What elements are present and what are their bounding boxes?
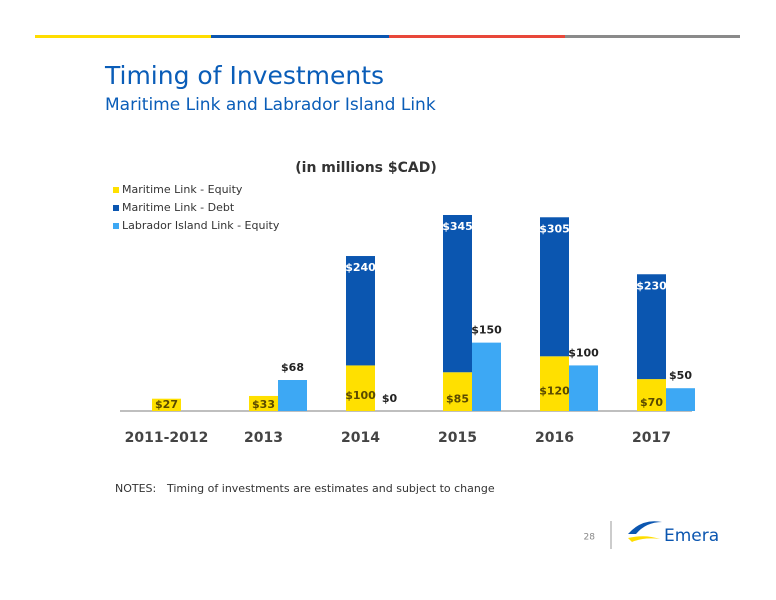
value-label: $33 (252, 398, 275, 411)
value-label: $0 (382, 392, 398, 405)
legend-label: Labrador Island Link - Equity (122, 219, 280, 232)
bar (443, 215, 472, 373)
top-rule (35, 35, 740, 38)
page-number: 28 (584, 533, 596, 543)
bar (443, 372, 472, 411)
notes-text: Timing of investments are estimates and … (166, 482, 495, 495)
legend-swatch (113, 205, 119, 211)
x-tick-label: 2013 (244, 430, 283, 446)
value-label: $68 (281, 361, 304, 374)
bar (346, 365, 375, 411)
x-tick-label: 2011-2012 (125, 430, 209, 446)
chart-title: (in millions $CAD) (295, 160, 436, 176)
rule-yellow (35, 35, 211, 38)
bar (540, 356, 569, 411)
value-label: $120 (539, 385, 570, 398)
bar (540, 217, 569, 357)
value-label: $305 (539, 222, 570, 235)
slide-title: Timing of Investments (104, 61, 384, 90)
legend-label: Maritime Link - Debt (122, 201, 235, 214)
rule-blue (211, 35, 389, 38)
value-label: $50 (669, 369, 692, 382)
logo-swoosh-blue (628, 521, 662, 534)
x-tick-label: 2016 (535, 430, 574, 446)
x-tick-label: 2015 (438, 430, 477, 446)
value-label: $240 (345, 261, 376, 274)
x-tick-label: 2014 (341, 430, 380, 446)
x-tick-label: 2017 (632, 430, 671, 446)
value-label: $150 (471, 324, 502, 337)
notes-label: NOTES: (115, 482, 156, 495)
bar (249, 395, 278, 411)
value-label: $85 (446, 393, 469, 406)
value-label: $27 (155, 398, 178, 411)
slide-subtitle: Maritime Link and Labrador Island Link (105, 95, 436, 115)
value-label: $100 (568, 346, 599, 359)
bar (472, 342, 501, 411)
bar (666, 388, 695, 411)
bar (637, 379, 666, 411)
value-label: $70 (640, 396, 663, 409)
bar (569, 365, 598, 411)
value-label: $345 (442, 220, 473, 233)
logo-text: Emera (664, 526, 719, 546)
logo-swoosh-yellow (628, 536, 660, 542)
value-label: $100 (345, 389, 376, 402)
bar (346, 256, 375, 366)
bar (637, 274, 666, 380)
rule-gray (565, 35, 740, 38)
bar (152, 398, 181, 411)
value-label: $230 (636, 279, 667, 292)
chart: Maritime Link - Equity Maritime Link - De… (113, 183, 695, 446)
legend-swatch (113, 187, 119, 193)
bar (278, 380, 307, 411)
legend-label: Maritime Link - Equity (122, 183, 243, 196)
legend-swatch (113, 223, 119, 229)
logo-mark (628, 521, 662, 542)
rule-red (389, 35, 565, 38)
